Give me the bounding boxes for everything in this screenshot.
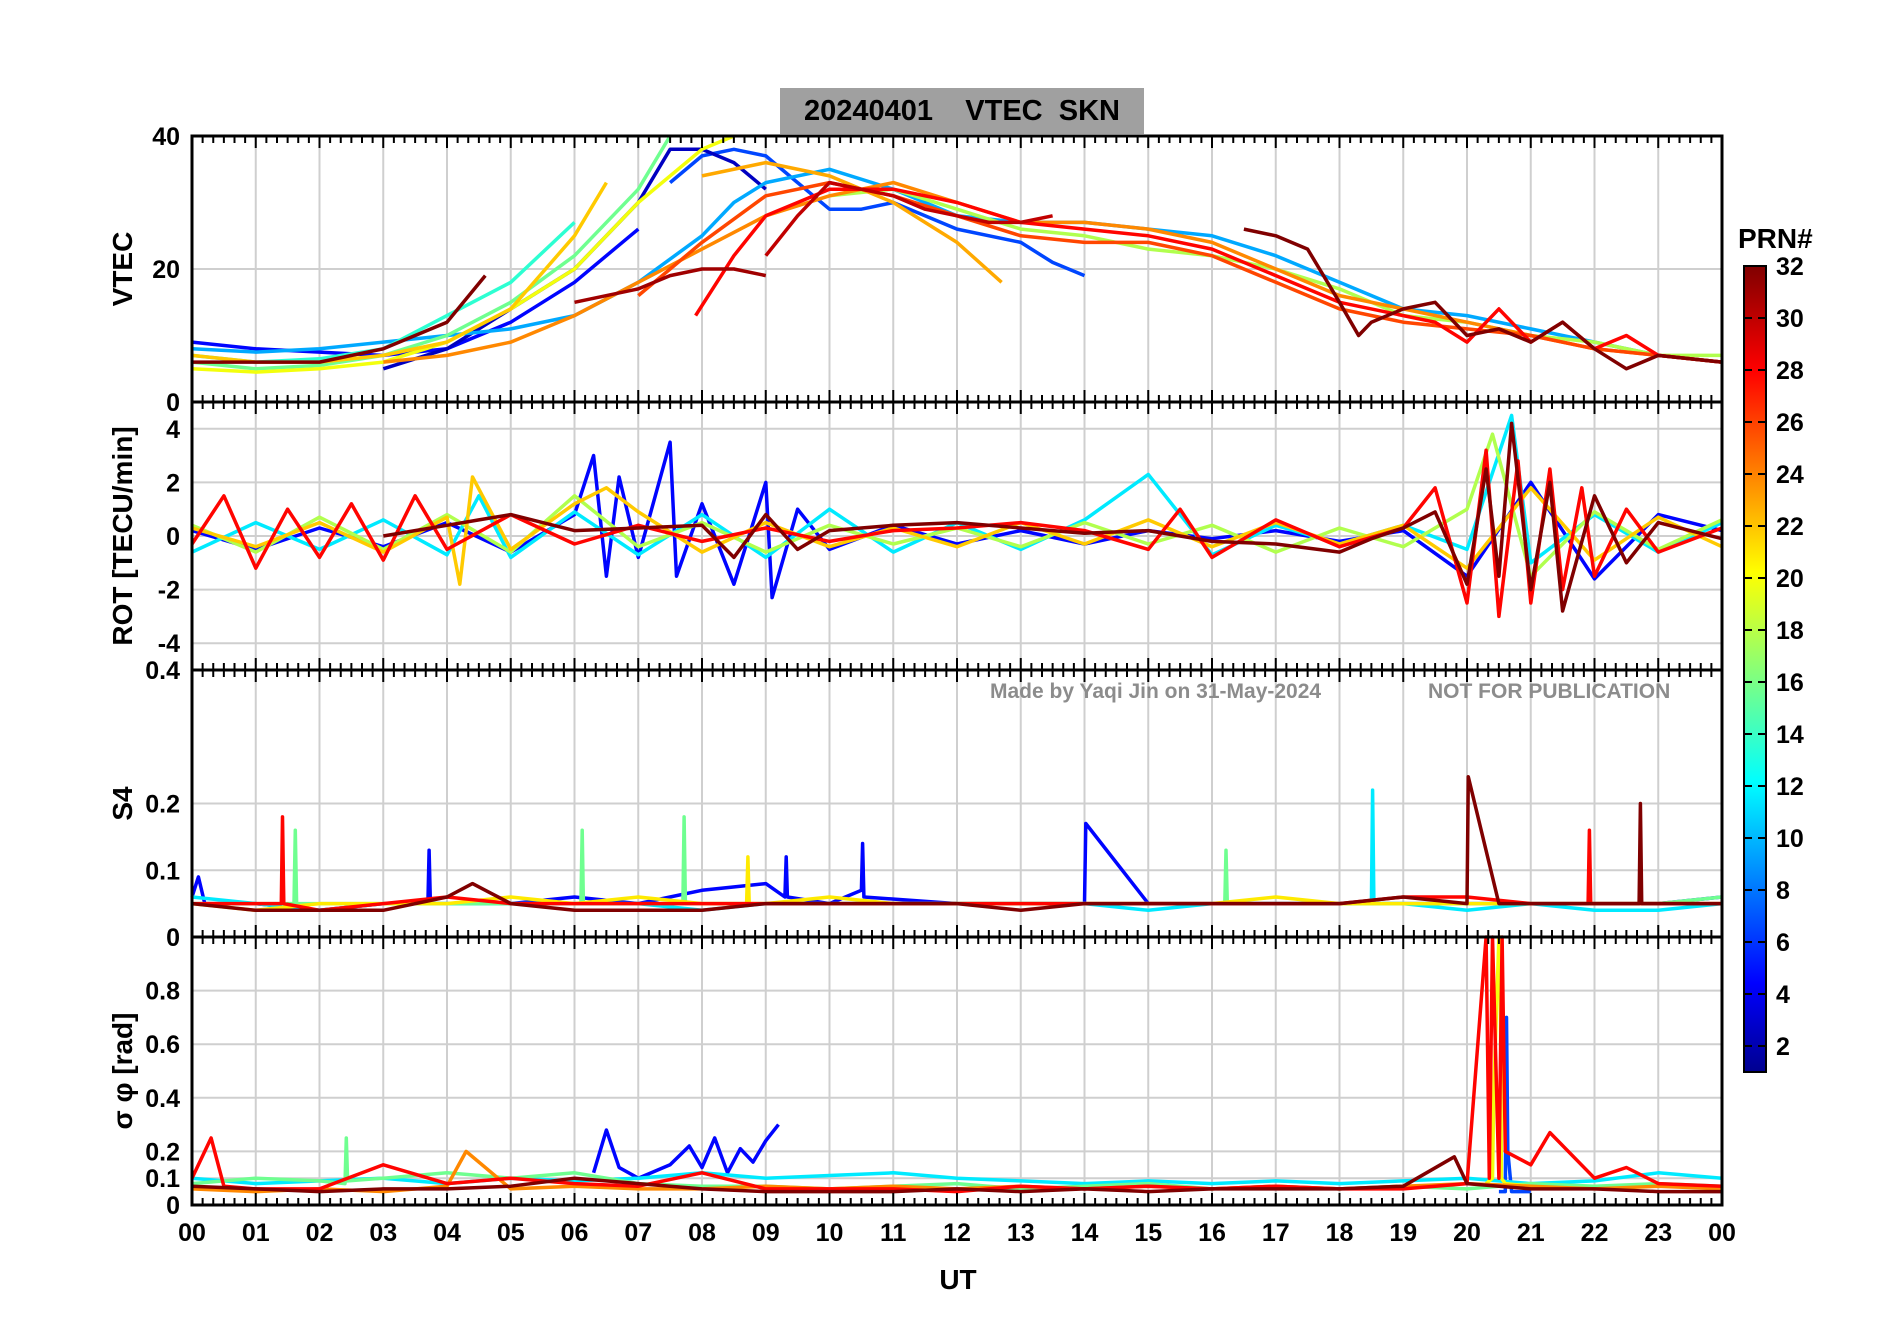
- y-tick-label: 4: [166, 416, 180, 444]
- watermark-author: Made by Yaqi Jin on 31-May-2024: [990, 680, 1321, 703]
- x-tick-label: 10: [816, 1219, 844, 1247]
- x-tick-label: 00: [1708, 1219, 1736, 1247]
- x-tick-label: 08: [688, 1219, 716, 1247]
- x-tick-label: 23: [1644, 1219, 1672, 1247]
- colorbar-tick-label: 12: [1776, 773, 1804, 801]
- series-line-prn-32: [1243, 227, 1723, 371]
- x-tick-label: 06: [561, 1219, 589, 1247]
- y-tick-label: 40: [152, 123, 180, 151]
- x-tick-label: 15: [1134, 1219, 1162, 1247]
- x-tick-label: 14: [1071, 1219, 1099, 1247]
- y-tick-label: 0: [166, 1192, 180, 1220]
- title-date: 20240401: [804, 95, 934, 127]
- series-line-prn-28: [190, 935, 1723, 1194]
- title-quantity: VTEC: [965, 95, 1043, 127]
- x-tick-label: 13: [1007, 1219, 1035, 1247]
- y-tick-label: 20: [152, 256, 180, 284]
- x-tick-label: 07: [624, 1219, 652, 1247]
- x-tick-label: 11: [880, 1219, 907, 1247]
- y-axis-label-rot: ROT [TECU/min]: [107, 426, 138, 645]
- y-tick-label: -4: [158, 630, 180, 658]
- colorbar-tick-label: 26: [1776, 409, 1804, 437]
- x-tick-label: 00: [178, 1219, 206, 1247]
- y-tick-label: 0.1: [145, 1165, 180, 1193]
- colorbar-tick-label: 14: [1776, 721, 1804, 749]
- colorbar-tick-label: 16: [1776, 669, 1804, 697]
- frame-layer: [190, 134, 1724, 1207]
- x-tick-label: 04: [433, 1219, 461, 1247]
- colorbar-tick-label: 20: [1776, 565, 1804, 593]
- x-tick-label: 22: [1581, 1219, 1609, 1247]
- x-tick-label: 02: [306, 1219, 334, 1247]
- x-tick-label: 03: [369, 1219, 397, 1247]
- colorbar-label: PRN#: [1738, 223, 1813, 254]
- chart-title: 20240401 VTEC SKN: [780, 88, 1144, 134]
- x-tick-label: 12: [943, 1219, 971, 1247]
- watermark-notice: NOT FOR PUBLICATION: [1428, 680, 1670, 703]
- x-tick-label: 17: [1262, 1219, 1290, 1247]
- colorbar-tick-label: 6: [1776, 929, 1790, 957]
- x-tick-label: 19: [1389, 1219, 1417, 1247]
- y-axis-label-vtec: VTEC: [107, 232, 138, 307]
- series-line-prn-32: [192, 274, 487, 364]
- y-tick-label: 0.4: [145, 1085, 180, 1113]
- x-tick-label: 16: [1198, 1219, 1226, 1247]
- series-line-prn-10: [191, 167, 1723, 364]
- y-tick-label: 0: [166, 523, 180, 551]
- y-tick-label: 2: [166, 469, 180, 497]
- series-line-prn-31: [574, 267, 767, 305]
- colorbar-tick-label: 8: [1776, 877, 1790, 905]
- colorbar-tick-label: 30: [1776, 305, 1804, 333]
- colorbar-tick-label: 4: [1776, 981, 1790, 1009]
- x-axis-label: UT: [939, 1264, 976, 1295]
- title-station: SKN: [1058, 95, 1120, 127]
- colorbar-tick-label: 2: [1776, 1033, 1790, 1061]
- x-tick-label: 18: [1326, 1219, 1354, 1247]
- x-tick-label: 05: [497, 1219, 525, 1247]
- x-tick-label: 09: [752, 1219, 780, 1247]
- y-tick-label: 0.2: [145, 1138, 180, 1166]
- colorbar-tick-label: 18: [1776, 617, 1804, 645]
- series-line-prn-7: [668, 147, 1086, 278]
- series-line-prn-32: [191, 775, 1722, 913]
- y-tick-label: 0: [166, 924, 180, 952]
- colorbar-tick-label: 32: [1776, 253, 1804, 281]
- x-tick-label: 01: [242, 1219, 270, 1247]
- series-line-prn-18: [191, 432, 1723, 578]
- series-line-prn-26: [637, 180, 1723, 364]
- series-line-prn-30: [764, 180, 1053, 257]
- colorbar-tick-label: 28: [1776, 357, 1804, 385]
- x-tick-label: 20: [1453, 1219, 1481, 1247]
- series-line-prn-32: [383, 421, 1723, 613]
- colorbar-tick-label: 10: [1776, 825, 1804, 853]
- y-tick-label: 0.2: [145, 791, 180, 819]
- series-layer: [190, 134, 1723, 1194]
- x-tick-label: 21: [1517, 1219, 1545, 1247]
- y-axis-label-sigma: σ φ [rad]: [107, 1013, 138, 1130]
- series-line-prn-5: [591, 1123, 780, 1180]
- series-line-prn-22: [191, 181, 608, 364]
- y-tick-label: 0.8: [145, 978, 180, 1006]
- y-tick-label: 0: [166, 389, 180, 417]
- series-line-prn-16: [191, 135, 672, 371]
- text-layer: Made by Yaqi Jin on 31-May-2024 NOT FOR …: [107, 123, 1813, 1295]
- y-tick-label: 0.6: [145, 1031, 180, 1059]
- series-line-prn-32: [191, 1155, 1722, 1194]
- y-tick-label: -2: [158, 577, 180, 605]
- series-line-prn-20: [191, 134, 735, 374]
- colorbar-gradient: [1743, 265, 1767, 1073]
- y-axis-label-s4: S4: [107, 786, 138, 821]
- y-tick-label: 0.4: [145, 657, 180, 685]
- title-box: [780, 88, 1144, 134]
- series-line-prn-7: [1498, 1015, 1531, 1194]
- colorbar-tick-label: 22: [1776, 513, 1804, 541]
- colorbar-tick-label: 24: [1776, 461, 1804, 489]
- y-tick-label: 0.1: [145, 857, 180, 885]
